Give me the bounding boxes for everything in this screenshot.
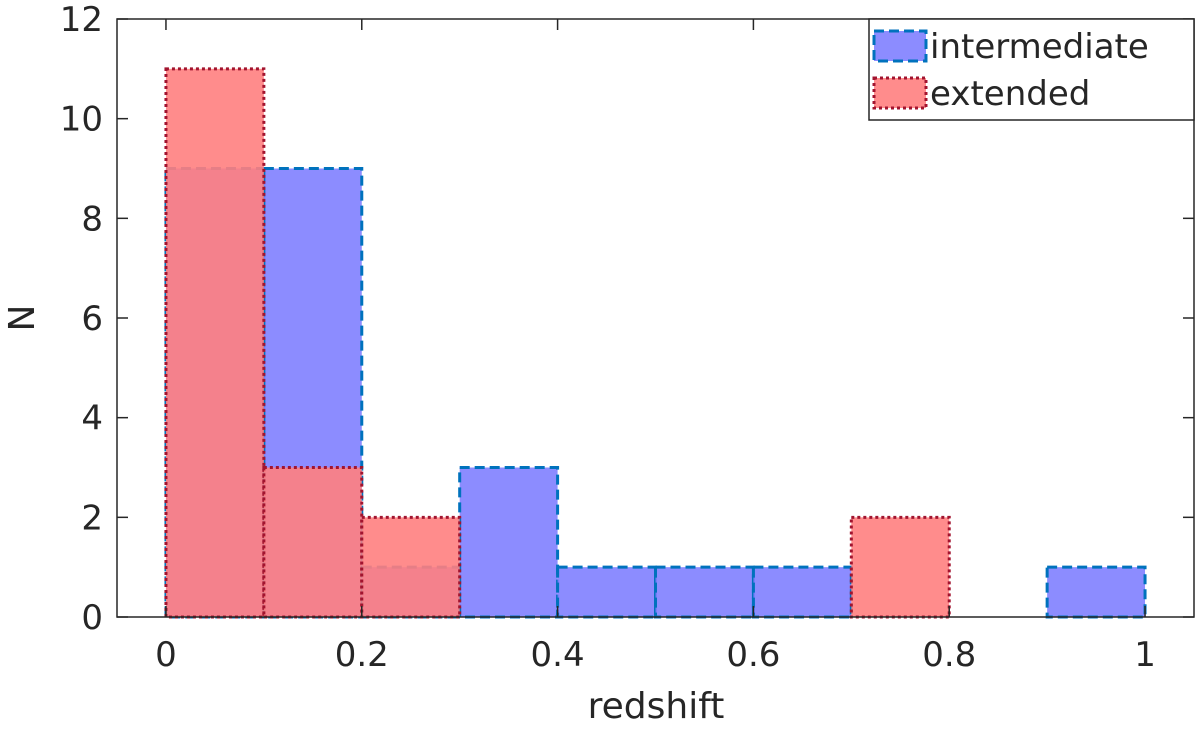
bar-extended-0 <box>164 67 266 619</box>
x-tick-label: 1 <box>1134 635 1156 675</box>
y-tick-label: 6 <box>81 299 103 339</box>
x-tick-label: 0.2 <box>335 635 389 675</box>
bar-intermediate-3 <box>458 466 560 619</box>
bar-intermediate-6 <box>751 565 853 619</box>
bars-layer <box>164 67 1147 619</box>
legend-swatch-extended <box>872 76 928 110</box>
bar-intermediate-4 <box>556 565 657 619</box>
bar-intermediate-9 <box>1045 565 1147 619</box>
y-axis-label: N <box>2 305 43 332</box>
y-tick-label: 0 <box>81 598 103 638</box>
bar-extended-1 <box>262 466 364 619</box>
bar-extended-7 <box>849 515 951 619</box>
x-tick-label: 0.6 <box>726 635 780 675</box>
y-tick-label: 2 <box>81 498 103 538</box>
x-tick-label: 0 <box>155 635 177 675</box>
y-tick-label: 10 <box>60 100 103 140</box>
x-axis-label: redshift <box>588 686 725 727</box>
x-tick-labels: 0 0.2 0.4 0.6 0.8 1 <box>155 635 1156 675</box>
x-tick-label: 0.4 <box>531 635 585 675</box>
x-tick-label: 0.8 <box>922 635 976 675</box>
bar-intermediate-5 <box>654 565 755 619</box>
legend-swatch-intermediate <box>872 29 928 63</box>
legend-label-extended: extended <box>930 74 1090 114</box>
legend-label-intermediate: intermediate <box>930 27 1149 67</box>
y-tick-label: 12 <box>60 0 103 40</box>
y-tick-labels: 0 2 4 6 8 10 12 <box>60 0 103 638</box>
y-tick-label: 8 <box>81 199 103 239</box>
bar-extended-2 <box>360 515 462 619</box>
y-tick-label: 4 <box>81 399 103 439</box>
legend: intermediate extended <box>868 18 1195 121</box>
